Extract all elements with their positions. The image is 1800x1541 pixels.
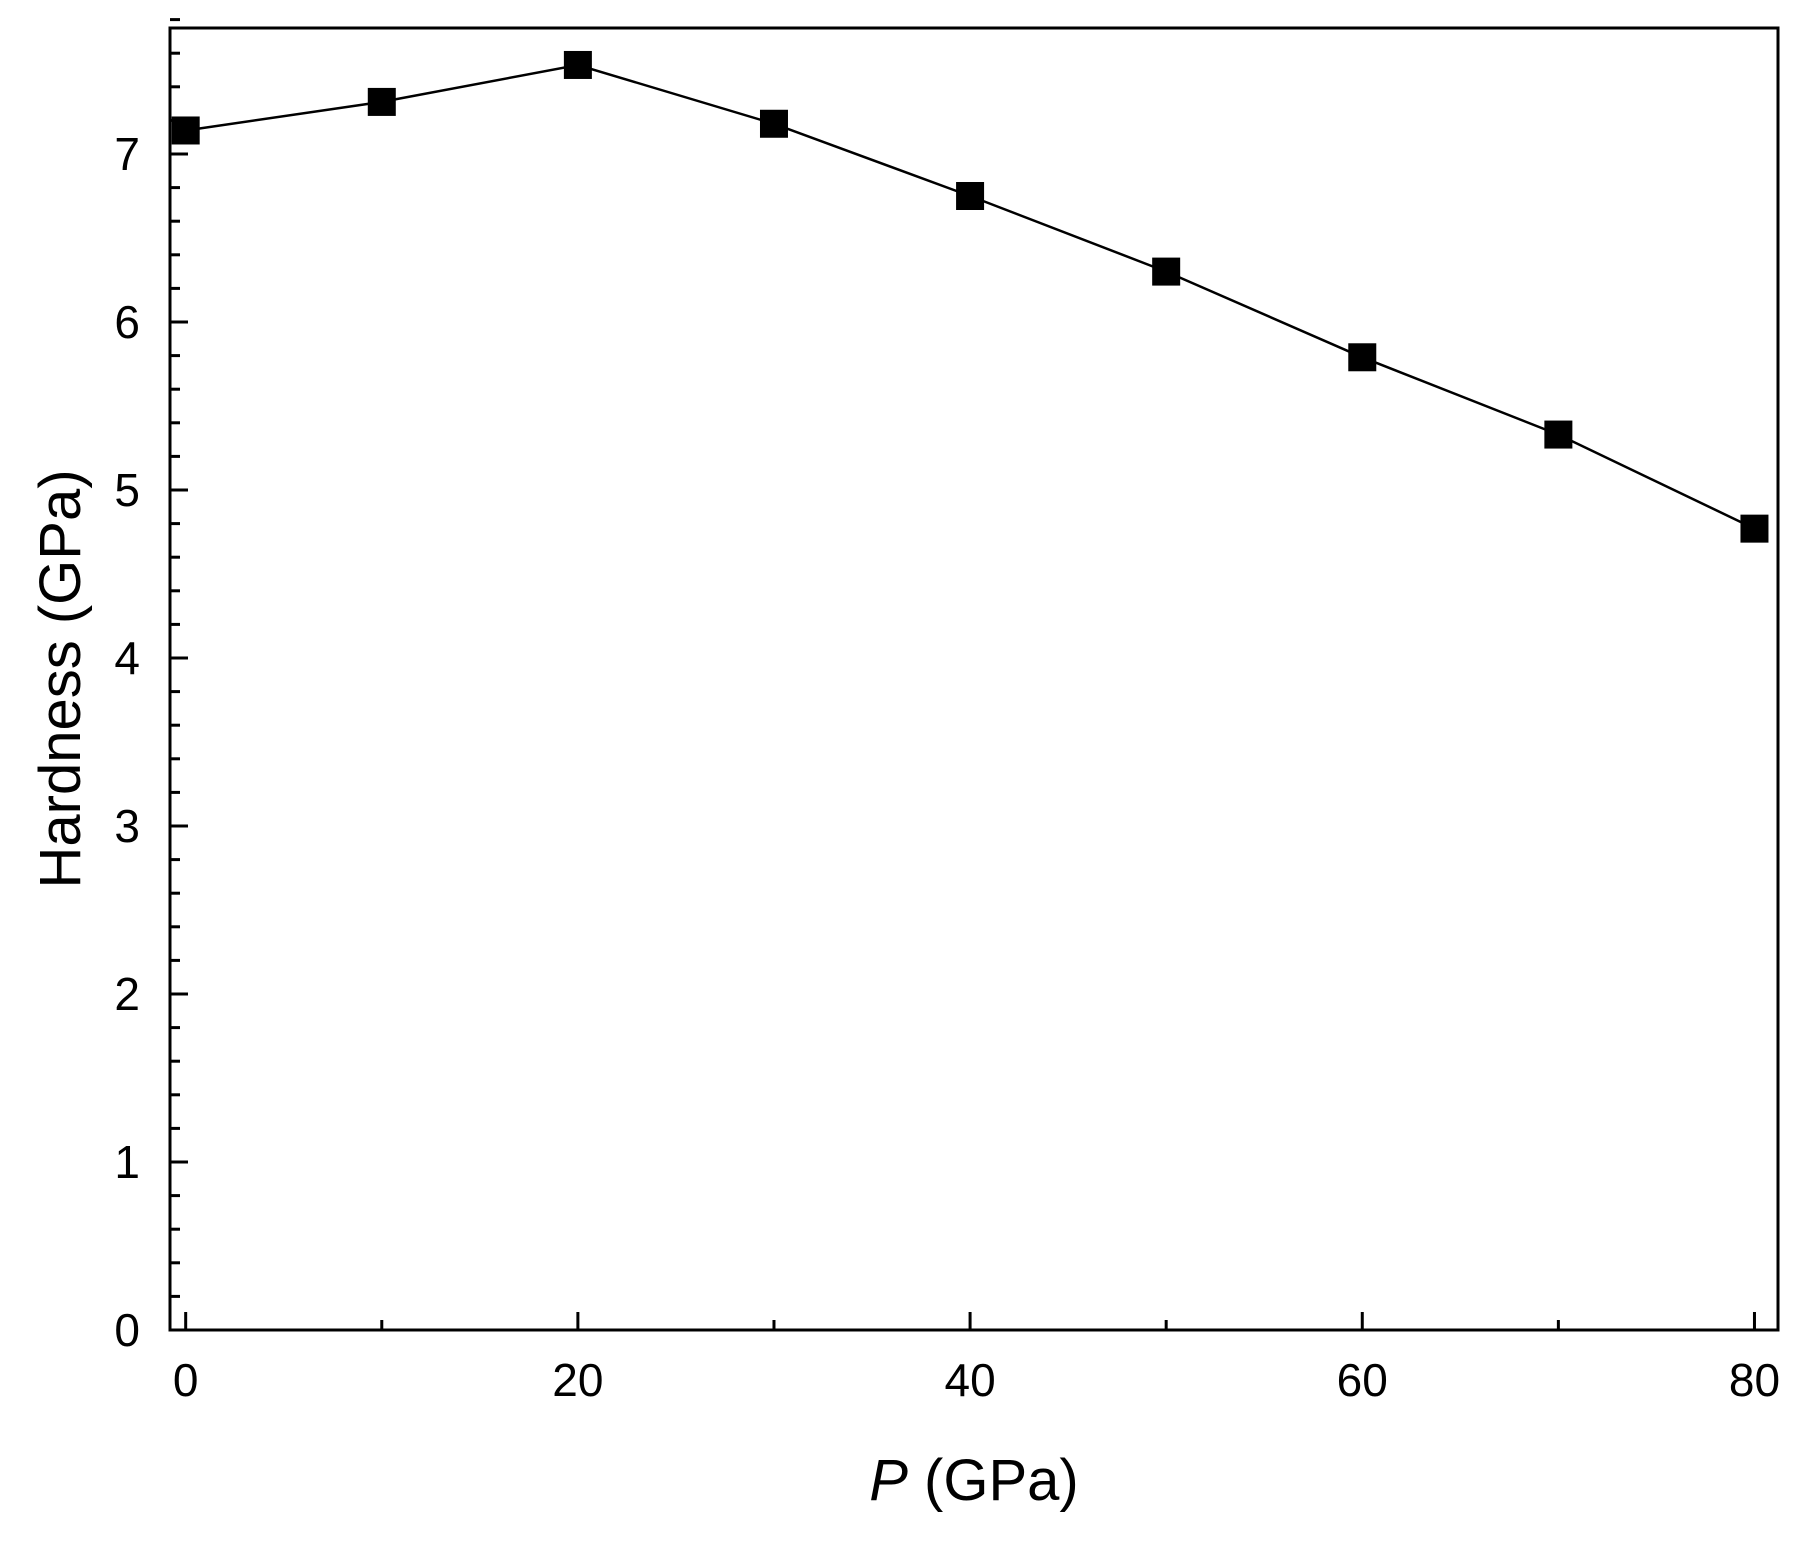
data-point-marker [1152, 257, 1181, 286]
series-line [185, 63, 1756, 530]
x-tick-label: 0 [173, 1354, 199, 1406]
data-point-marker [563, 50, 592, 79]
y-tick-label: 4 [114, 632, 140, 684]
y-tick-label: 0 [114, 1304, 140, 1356]
data-point-marker [1348, 343, 1377, 372]
plot-frame [168, 26, 1780, 1332]
x-axis-unit: (GPa) [908, 1448, 1079, 1513]
x-tick-label: 40 [944, 1354, 995, 1406]
y-tick-label: 3 [114, 800, 140, 852]
data-point-marker [1740, 514, 1769, 543]
data-point-marker [759, 109, 788, 138]
x-tick-label: 60 [1337, 1354, 1388, 1406]
data-point-marker [171, 116, 200, 145]
y-tick-label: 1 [114, 1136, 140, 1188]
y-tick-labels: 0 1 2 3 4 5 6 7 [114, 128, 140, 1356]
x-tick-label: 80 [1729, 1354, 1780, 1406]
y-tick-label: 7 [114, 128, 140, 180]
x-tick-label: 20 [552, 1354, 603, 1406]
data-markers [171, 50, 1769, 543]
data-point-marker [956, 182, 985, 210]
x-axis-symbol: P [869, 1448, 908, 1513]
y-tick-label: 5 [114, 464, 140, 516]
x-tick-labels: 0 20 40 60 80 [173, 1354, 1780, 1406]
y-tick-label: 6 [114, 296, 140, 348]
x-axis-title: P (GPa) [869, 1448, 1079, 1513]
x-ticks [184, 1312, 1756, 1330]
y-axis-title: Hardness (GPa) [28, 469, 93, 888]
y-major-ticks [170, 152, 188, 1332]
data-point-marker [1544, 420, 1573, 449]
data-point-marker [367, 87, 396, 116]
y-tick-label: 2 [114, 968, 140, 1020]
